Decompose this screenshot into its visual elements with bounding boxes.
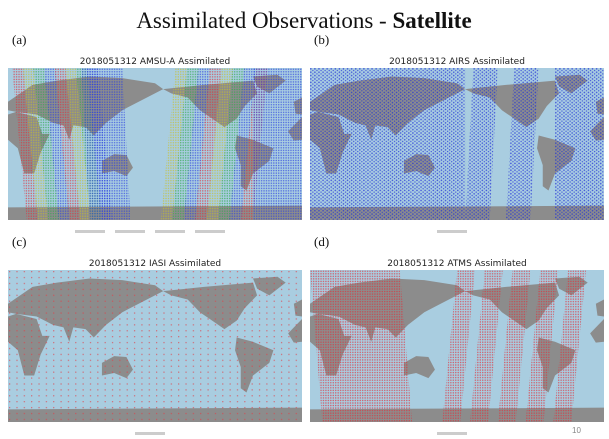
panel: (d) 2018051312 ATMS Assimilated (310, 234, 604, 435)
legend-entry (437, 230, 467, 233)
title-emphasis: Satellite (392, 8, 471, 33)
panel: (b) 2018051312 AIRS Assimilated (310, 32, 604, 233)
map (310, 68, 604, 220)
panel: (c) 2018051312 IASI Assimilated (8, 234, 302, 435)
observation-swath (555, 68, 604, 220)
legend-entry (75, 230, 105, 233)
observation-swath (82, 68, 131, 220)
panel-title: 2018051312 AMSU-A Assimilated (80, 57, 231, 67)
slide-title: Assimilated Observations - Satellite (136, 8, 471, 33)
legend-entry (115, 230, 145, 233)
panel-title: 2018051312 IASI Assimilated (89, 259, 221, 269)
legend-entry (437, 432, 467, 435)
observation-swath (310, 270, 412, 422)
title-main: Assimilated Observations - (136, 8, 386, 33)
observation-swath (310, 68, 465, 220)
map (8, 270, 302, 422)
page: {"title": {"main": "Assimilated Observat… (0, 0, 609, 439)
observation-swath (8, 270, 302, 422)
panel-label: (d) (314, 234, 329, 249)
map (8, 68, 302, 220)
page-number: 10 (572, 426, 581, 435)
legend-entry (195, 230, 225, 233)
panel-label: (b) (314, 32, 329, 47)
slide: Assimilated Observations - Satellite 10 … (0, 0, 609, 439)
panel: (a) 2018051312 AMSU-A Assimilated (8, 32, 302, 233)
panel-label: (c) (12, 234, 26, 249)
panel-title: 2018051312 AIRS Assimilated (389, 57, 525, 67)
map (310, 270, 604, 422)
observation-swath (253, 68, 302, 220)
panel-label: (a) (12, 32, 26, 47)
legend-entry (135, 432, 165, 435)
legend-entry (155, 230, 185, 233)
panel-title: 2018051312 ATMS Assimilated (387, 259, 527, 269)
